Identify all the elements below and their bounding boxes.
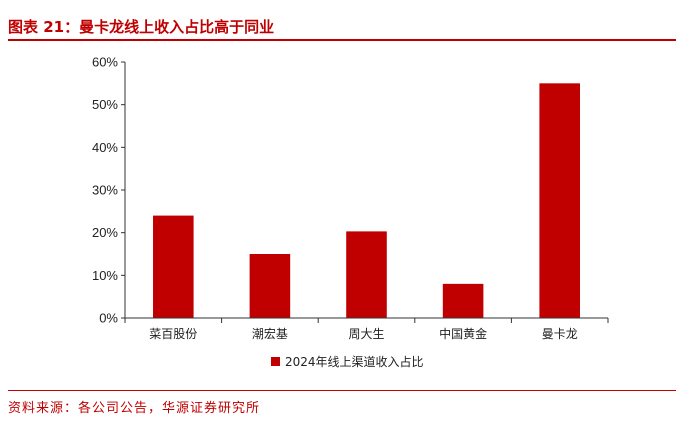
x-tick-label: 潮宏基 bbox=[252, 326, 288, 341]
x-tick-label: 曼卡龙 bbox=[542, 327, 578, 341]
bar bbox=[153, 215, 194, 318]
title-rule bbox=[8, 39, 676, 41]
x-tick-label: 周大生 bbox=[348, 327, 384, 341]
legend-swatch bbox=[271, 357, 280, 366]
y-tick-label: 50% bbox=[92, 97, 118, 112]
bar bbox=[442, 283, 484, 318]
y-tick-label: 30% bbox=[92, 183, 118, 198]
legend-label: 2024年线上渠道收入占比 bbox=[285, 354, 424, 369]
source-note: 资料来源：各公司公告，华源证券研究所 bbox=[8, 401, 261, 416]
y-tick-label: 0% bbox=[99, 311, 118, 326]
x-tick-label: 菜百股份 bbox=[149, 327, 197, 341]
figure-title: 图表 21：曼卡龙线上收入占比高于同业 bbox=[8, 18, 275, 36]
x-tick-label: 中国黄金 bbox=[439, 326, 487, 341]
bar-chart: 0% 10% 20% 30% 40% 50% 60% 菜百股份 潮宏基 周大生 中国黄金 曼卡龙 2… bbox=[92, 55, 609, 369]
y-tick-label: 20% bbox=[92, 225, 118, 240]
bar bbox=[346, 231, 387, 318]
bar bbox=[249, 254, 291, 318]
y-axis: 0% 10% 20% 30% 40% 50% 60% bbox=[92, 55, 126, 326]
y-tick-label: 40% bbox=[92, 140, 118, 155]
y-tick-label: 60% bbox=[92, 55, 118, 70]
x-axis: 菜百股份 潮宏基 周大生 中国黄金 曼卡龙 bbox=[124, 317, 609, 341]
bar bbox=[539, 83, 580, 318]
bars-group bbox=[153, 83, 580, 318]
y-tick-label: 10% bbox=[92, 268, 118, 283]
legend: 2024年线上渠道收入占比 bbox=[271, 354, 424, 369]
source-rule bbox=[8, 390, 676, 391]
